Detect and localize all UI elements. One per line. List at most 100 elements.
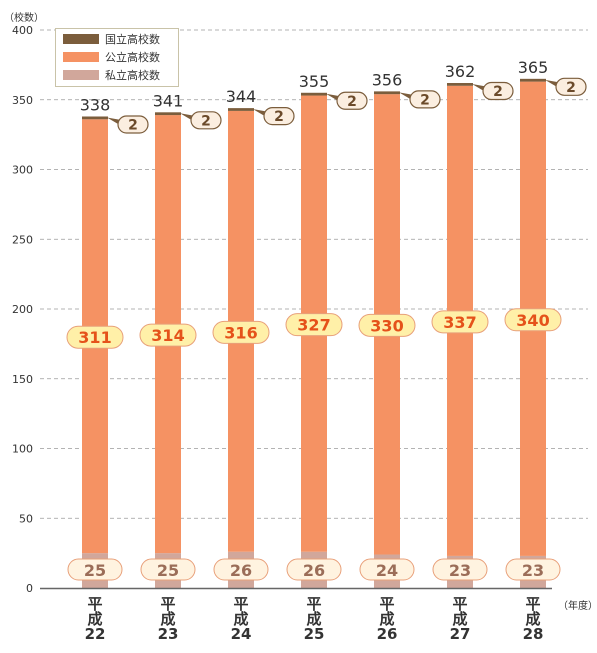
x-tick-label: 平 — [233, 595, 248, 613]
legend-label-national: 国立高校数 — [105, 32, 160, 46]
label-pill-private — [359, 558, 415, 581]
x-tick-label: 平 — [525, 595, 540, 613]
y-tick-label: 400 — [12, 24, 33, 37]
legend: 国立高校数 公立高校数 私立高校数 — [55, 28, 179, 87]
data-label-private: 23 — [449, 561, 471, 580]
legend-swatch-private — [63, 69, 99, 80]
label-pill-private — [213, 558, 269, 581]
data-label-national: 2 — [274, 109, 284, 125]
x-tick-label: 26 — [377, 625, 398, 643]
label-pill-national — [482, 81, 514, 101]
data-label-national: 2 — [493, 84, 503, 100]
x-tick-label: 平 — [87, 595, 102, 613]
data-label-private: 26 — [303, 561, 325, 580]
legend-swatch-national — [63, 33, 99, 44]
data-label-total: 365 — [518, 58, 549, 77]
data-label-total: 356 — [372, 70, 403, 89]
y-tick-label: 100 — [12, 443, 33, 456]
data-label-national: 2 — [201, 113, 211, 129]
data-label-total: 344 — [226, 87, 257, 106]
y-axis-ticks: 0 50 100 150 200 250 300 350 400 — [12, 24, 33, 595]
legend-item-national: 国立高校数 — [63, 30, 178, 47]
x-tick-label: 23 — [158, 625, 179, 643]
x-tick-label: 平 — [160, 595, 175, 613]
data-label-total: 355 — [299, 72, 330, 91]
label-pill-national — [263, 107, 295, 126]
data-label-private: 25 — [84, 561, 106, 580]
x-tick-label: 24 — [231, 625, 252, 643]
x-tick-label: 成 — [452, 610, 467, 628]
label-pill-private — [505, 558, 561, 581]
bar-segment-national — [301, 92, 327, 96]
y-tick-label: 0 — [26, 582, 33, 595]
x-axis-label: （年度） — [558, 599, 597, 612]
x-tick-label: 平 — [452, 595, 467, 613]
x-tick-label: 22 — [85, 625, 106, 643]
data-label-national: 2 — [128, 117, 138, 133]
legend-swatch-public — [63, 51, 99, 62]
data-label-public: 327 — [297, 316, 330, 335]
x-tick-label: 成 — [306, 610, 321, 628]
bar-segment-national — [155, 112, 181, 116]
label-pill-public — [358, 313, 416, 337]
label-pill-private — [67, 558, 123, 581]
bar-segment-national — [447, 83, 473, 86]
y-axis-label: （校数） — [4, 11, 44, 24]
x-tick-label: 成 — [379, 610, 394, 628]
x-tick-label: 28 — [523, 625, 544, 643]
legend-item-public: 公立高校数 — [63, 48, 178, 65]
label-pill-private — [140, 558, 196, 581]
label-pill-national — [409, 90, 441, 109]
data-label-national: 2 — [566, 80, 576, 96]
data-label-public: 337 — [443, 313, 476, 332]
label-pill-national — [190, 111, 222, 130]
label-pill-public — [212, 320, 270, 344]
x-tick-label: 成 — [233, 610, 248, 628]
label-pill-national — [117, 115, 149, 134]
data-label-total: 338 — [80, 95, 111, 114]
x-tick-label: 27 — [450, 625, 471, 643]
bar-segment-national — [228, 108, 254, 111]
y-tick-label: 200 — [12, 303, 33, 316]
bar-segment-national — [520, 78, 546, 82]
legend-label-private: 私立高校数 — [105, 68, 160, 82]
data-label-private: 24 — [376, 561, 398, 580]
bar-segment-national — [374, 91, 400, 95]
legend-item-private: 私立高校数 — [63, 66, 178, 83]
data-label-national: 2 — [347, 94, 357, 110]
x-tick-label: 平 — [379, 595, 394, 613]
y-tick-label: 300 — [12, 164, 33, 177]
data-label-public: 311 — [78, 328, 111, 347]
data-label-public: 314 — [151, 326, 184, 345]
data-label-private: 25 — [157, 561, 179, 580]
label-pill-national — [555, 77, 587, 96]
x-tick-label: 成 — [160, 610, 175, 628]
label-pill-private — [432, 558, 488, 581]
label-pill-private — [286, 558, 342, 581]
x-tick-label: 25 — [304, 625, 325, 643]
legend-label-public: 公立高校数 — [105, 50, 160, 64]
label-pill-national — [336, 91, 368, 110]
label-pill-public — [504, 308, 562, 332]
bar-segment-national — [82, 116, 108, 120]
x-tick-label: 成 — [525, 610, 540, 628]
y-tick-label: 250 — [12, 233, 33, 246]
y-tick-label: 150 — [12, 373, 33, 386]
y-tick-label: 50 — [19, 512, 33, 525]
label-pill-public — [139, 323, 197, 347]
data-label-public: 316 — [224, 323, 257, 342]
data-label-public: 340 — [516, 311, 549, 330]
x-tick-label: 平 — [306, 595, 321, 613]
label-pill-public — [431, 310, 489, 334]
x-tick-label: 成 — [87, 610, 102, 628]
data-label-private: 26 — [230, 561, 252, 580]
data-label-total: 341 — [153, 91, 184, 110]
label-pill-public — [285, 313, 343, 337]
data-labels: 25 311 2 338 25 314 2 341 26 316 2 344 26 327 2 355 24 33… — [66, 58, 587, 581]
data-label-public: 330 — [370, 316, 403, 335]
data-label-private: 23 — [522, 561, 544, 580]
y-tick-label: 350 — [12, 94, 33, 107]
data-label-national: 2 — [420, 92, 430, 108]
